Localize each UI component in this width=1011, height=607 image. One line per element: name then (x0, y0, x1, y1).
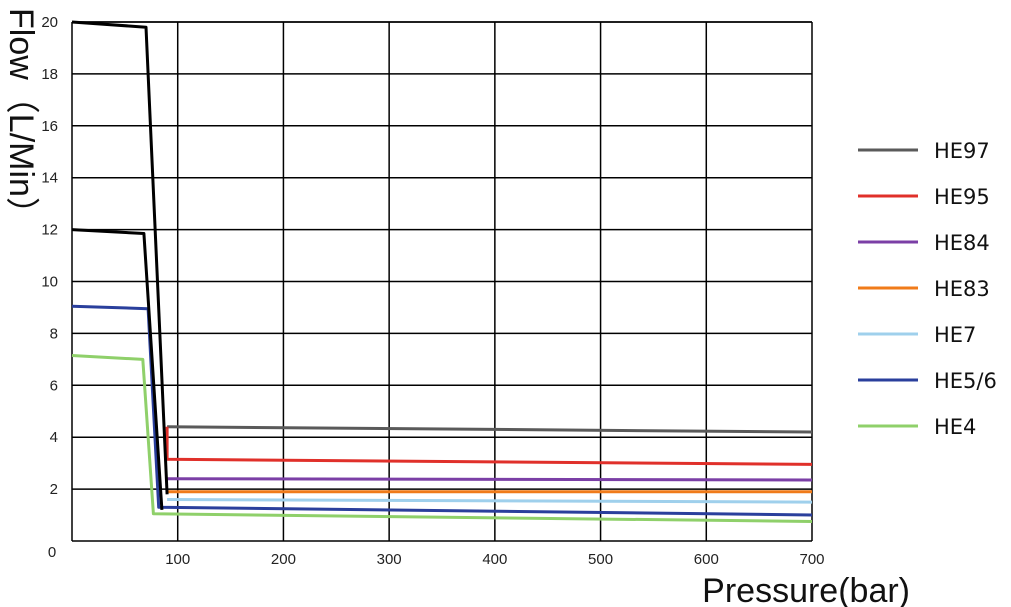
y-tick-label: 2 (50, 481, 58, 498)
x-tick-label: 200 (271, 551, 296, 568)
legend-label: HE5/6 (934, 369, 997, 393)
legend-item: HE4 (858, 415, 976, 439)
x-axis-title: Pressure(bar) (702, 572, 910, 607)
y-tick-label: 4 (50, 429, 58, 446)
series-line-unlabeled (71, 228, 164, 510)
legend-item: HE95 (858, 185, 990, 209)
y-tick-label: 14 (41, 170, 58, 187)
x-tick-label: 500 (588, 551, 613, 568)
legend-label: HE84 (934, 231, 990, 255)
series-line-he84 (167, 477, 813, 482)
x-tick-label: 100 (165, 551, 190, 568)
series-line-he97 (167, 425, 813, 434)
series-line-unlabeled (71, 20, 169, 495)
legend-label: HE83 (934, 277, 990, 301)
y-tick-label: 10 (41, 274, 58, 291)
y-tick-label: 18 (41, 66, 58, 83)
series-line-he95 (165, 426, 813, 466)
y-tick-label: 16 (41, 118, 58, 135)
legend-label: HE95 (934, 185, 990, 209)
series-lines (71, 20, 813, 523)
legend-label: HE7 (934, 323, 976, 347)
x-tick-label: 300 (377, 551, 402, 568)
y-tick-label: 12 (41, 222, 58, 239)
x-tick-label: 700 (799, 551, 824, 568)
legend-item: HE7 (858, 323, 976, 347)
y-axis-title: Flow（L/Min） (2, 8, 40, 231)
y-tick-label: 8 (50, 325, 58, 342)
x-tick-label: 600 (694, 551, 719, 568)
legend-item: HE83 (858, 277, 990, 301)
legend-item: HE84 (858, 231, 990, 255)
series-line-he4 (71, 354, 813, 523)
series-line-he5-6 (71, 304, 813, 517)
y-tick-label: 20 (41, 14, 58, 31)
legend: HE97 HE95 HE84 HE83 HE7 HE5/6 HE4 (858, 139, 997, 439)
legend-label: HE4 (934, 415, 976, 439)
series-line-he7 (167, 498, 813, 504)
y-tick-label: 6 (50, 377, 58, 394)
legend-item: HE97 (858, 139, 990, 163)
grid-lines (71, 21, 813, 542)
x-tick-label: 0 (48, 544, 56, 561)
legend-item: HE5/6 (858, 369, 997, 393)
x-tick-label: 400 (482, 551, 507, 568)
legend-label: HE97 (934, 139, 990, 163)
